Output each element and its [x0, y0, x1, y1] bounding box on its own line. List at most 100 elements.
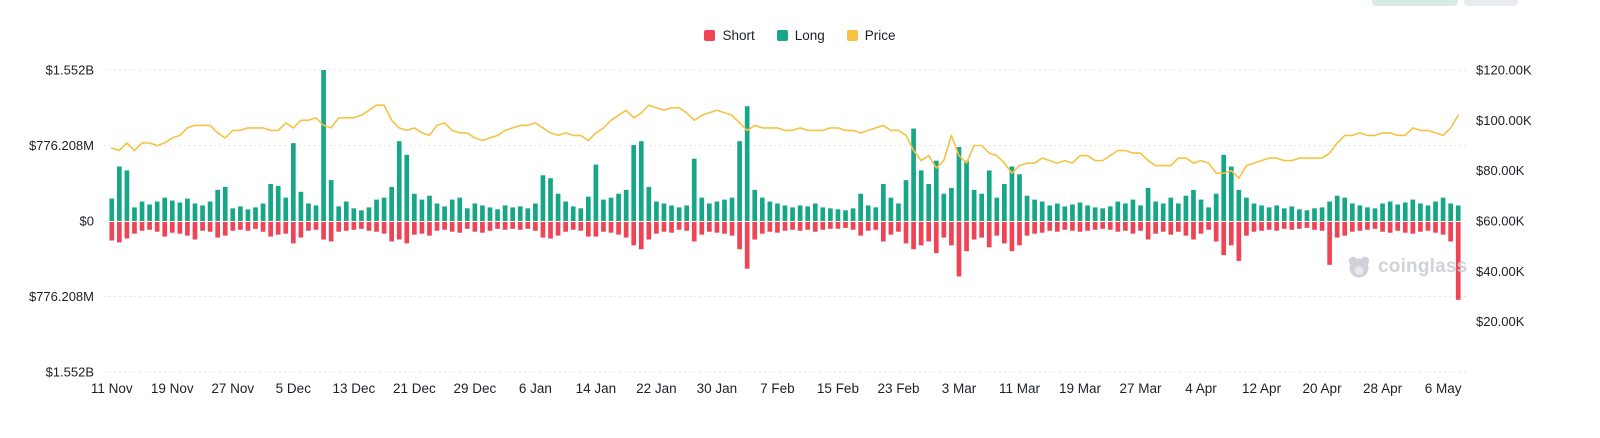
bar-long — [351, 208, 357, 221]
bar-short — [964, 222, 969, 252]
bar-long — [1387, 201, 1393, 221]
right-axis-tick: $80.00K — [1476, 163, 1525, 178]
bar-long — [215, 189, 221, 221]
bar-long — [616, 193, 621, 221]
bar-long — [117, 166, 122, 221]
bar-short — [1319, 222, 1325, 231]
bar-long — [1198, 199, 1204, 221]
bar-long — [759, 197, 765, 221]
bar-long — [654, 201, 659, 221]
bar-short — [646, 222, 652, 240]
bar-short — [306, 222, 311, 231]
bar-long — [585, 196, 591, 221]
bar-long — [737, 141, 742, 221]
bar-short — [896, 222, 901, 232]
bar-long — [1289, 206, 1295, 221]
bar-long — [601, 199, 606, 221]
bar-long — [1319, 207, 1325, 221]
bar-short — [260, 222, 266, 232]
bar-short — [714, 222, 720, 233]
bar-long — [1092, 207, 1098, 221]
bar-long — [744, 106, 750, 221]
bar-long — [185, 198, 190, 221]
bar-long — [1342, 197, 1348, 221]
bar-short — [691, 222, 697, 242]
bar-short — [185, 222, 190, 236]
bar-short — [918, 222, 924, 246]
bar-short — [555, 222, 561, 236]
bar-long — [1304, 210, 1310, 221]
bar-short — [956, 222, 962, 277]
bar-long — [638, 141, 644, 221]
cutoff-control-right[interactable] — [1464, 0, 1518, 6]
bar-short — [1077, 222, 1083, 232]
bar-short — [669, 222, 674, 233]
bar-long — [313, 205, 319, 221]
bar-long — [427, 195, 432, 221]
bar-long — [971, 189, 977, 221]
bar-long — [1107, 206, 1113, 221]
bar-short — [775, 222, 780, 233]
right-axis-tick: $120.00K — [1476, 63, 1532, 78]
bar-short — [1032, 222, 1037, 234]
legend-item-short[interactable]: Short — [704, 28, 755, 43]
bar-short — [1297, 222, 1302, 229]
bar-long — [442, 206, 447, 221]
cutoff-control-left[interactable] — [1372, 0, 1458, 6]
bar-long — [381, 197, 387, 221]
legend-item-long[interactable]: Long — [776, 28, 825, 43]
bar-long — [1039, 201, 1045, 221]
left-axis-tick: $776.208M — [29, 138, 94, 153]
bar-long — [328, 180, 334, 221]
bar-short — [192, 222, 198, 240]
bar-short — [200, 222, 205, 231]
bar-long — [1357, 205, 1363, 221]
bar-long — [283, 197, 289, 221]
bar-short — [835, 222, 841, 229]
bar-long — [563, 201, 568, 221]
bar-long — [1327, 201, 1332, 221]
bar-long — [1191, 189, 1196, 221]
bar-long — [646, 186, 652, 221]
bar-short — [979, 222, 985, 238]
bar-long — [230, 208, 236, 221]
bar-short — [812, 222, 818, 232]
bar-long — [1077, 202, 1083, 221]
legend-item-price[interactable]: Price — [846, 28, 896, 43]
bar-short — [359, 222, 364, 229]
bar-long — [994, 197, 1000, 221]
bar-long — [306, 203, 311, 221]
bar-short — [1289, 222, 1295, 230]
bar-short — [1054, 222, 1060, 232]
bar-short — [169, 222, 175, 233]
bar-short — [782, 222, 788, 231]
left-axis-tick: $1.552B — [46, 365, 94, 380]
bar-short — [843, 222, 848, 228]
bar-short — [540, 222, 546, 238]
bar-long — [865, 205, 871, 221]
bar-short — [1433, 222, 1438, 233]
left-axis-tick: $776.208M — [29, 289, 94, 304]
bar-short — [412, 222, 417, 235]
bar-short — [623, 222, 629, 238]
bar-long — [1032, 199, 1037, 221]
bar-short — [638, 222, 644, 250]
bar-short — [1024, 222, 1030, 236]
bar-short — [873, 222, 879, 230]
bar-short — [1259, 222, 1264, 231]
bar-long — [260, 203, 266, 221]
bar-short — [1334, 222, 1340, 238]
left-axis-tick: $1.552B — [46, 63, 94, 78]
bar-long — [676, 207, 682, 221]
bar-short — [1380, 222, 1385, 232]
bar-long — [926, 184, 932, 221]
bar-long — [419, 199, 425, 221]
bar-long — [510, 207, 516, 221]
bar-short — [805, 222, 811, 230]
bar-short — [570, 222, 576, 230]
bar-long — [918, 170, 924, 221]
bar-long — [729, 197, 735, 221]
bar-short — [949, 222, 954, 246]
bar-short — [1387, 222, 1393, 233]
